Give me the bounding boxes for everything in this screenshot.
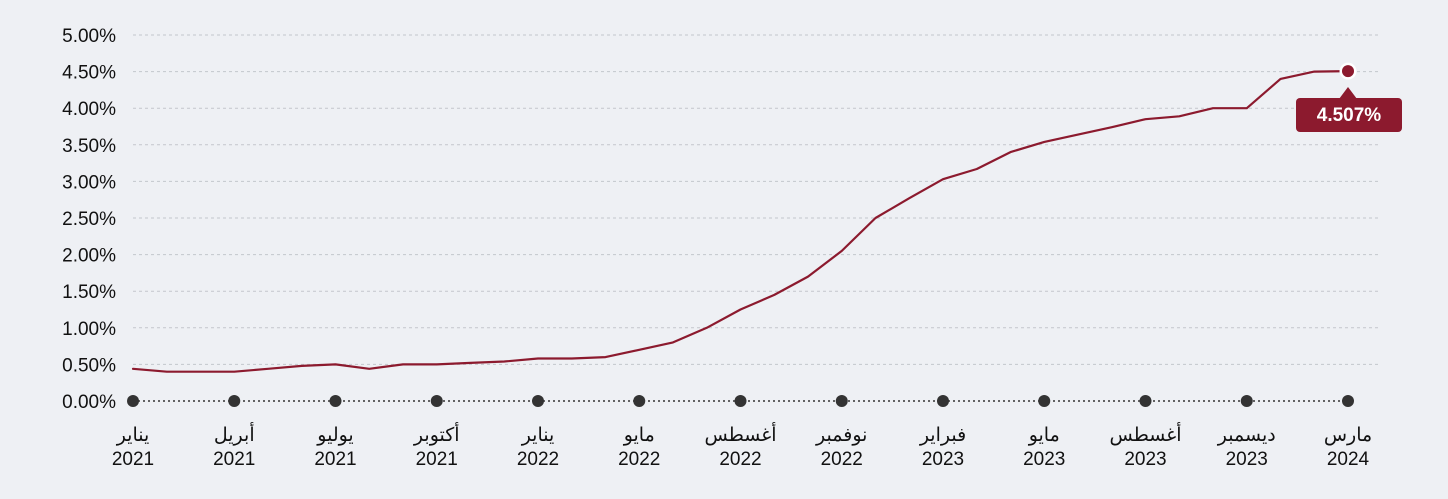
x-tick-month-label: أبريل bbox=[214, 422, 255, 446]
x-tick-year-label: 2023 bbox=[1023, 449, 1065, 470]
x-tick-year-label: 2021 bbox=[112, 449, 154, 470]
x-tick-month-label: ديسمبر bbox=[1217, 425, 1276, 446]
x-tick-month-label: يناير bbox=[521, 425, 555, 446]
x-tick-month-label: فبراير bbox=[919, 425, 966, 446]
x-tick-month-label: نوفمبر bbox=[815, 425, 867, 446]
x-tick-dot bbox=[1038, 395, 1051, 407]
x-tick-dot bbox=[633, 395, 646, 407]
callout-box bbox=[1296, 98, 1402, 132]
x-tick-dot bbox=[1139, 395, 1152, 407]
callout-pointer bbox=[1339, 87, 1357, 99]
x-tick-year-label: 2022 bbox=[618, 449, 660, 470]
x-tick-year-label: 2022 bbox=[517, 449, 559, 470]
x-tick-dot bbox=[532, 395, 544, 407]
x-tick-year-label: 2023 bbox=[1226, 449, 1268, 470]
end-point-marker bbox=[1342, 65, 1354, 78]
x-tick-month-label: أغسطس bbox=[1110, 422, 1182, 446]
x-tick-year-label: 2023 bbox=[922, 449, 964, 470]
y-tick-label: 4.50% bbox=[62, 63, 116, 84]
x-tick-dot bbox=[937, 395, 949, 407]
x-tick-month-label: مارس bbox=[1324, 425, 1372, 446]
series-line bbox=[131, 69, 1350, 373]
callout-value-label: 4.507% bbox=[1317, 105, 1382, 126]
x-tick-dot bbox=[1342, 395, 1354, 407]
x-tick-dot bbox=[127, 395, 139, 407]
y-tick-label: 5.00% bbox=[62, 26, 116, 47]
x-tick-dot bbox=[734, 395, 747, 407]
x-tick-year-label: 2022 bbox=[821, 449, 863, 470]
x-tick-year-label: 2021 bbox=[314, 449, 356, 470]
x-tick-dot bbox=[1240, 395, 1253, 407]
x-tick-dot bbox=[430, 395, 443, 407]
y-tick-label: 1.00% bbox=[62, 319, 116, 340]
x-tick-dot bbox=[329, 395, 342, 407]
x-tick-month-label: مايو bbox=[1028, 425, 1060, 446]
x-tick-month-label: أكتوبر bbox=[413, 422, 460, 446]
y-tick-label: 2.00% bbox=[62, 246, 116, 267]
y-tick-label: 0.00% bbox=[62, 392, 116, 413]
x-tick-year-label: 2022 bbox=[719, 449, 761, 470]
x-tick-dot bbox=[835, 395, 848, 407]
y-tick-label: 0.50% bbox=[62, 355, 116, 376]
y-tick-label: 3.00% bbox=[62, 172, 116, 193]
x-tick-month-label: مايو bbox=[623, 425, 655, 446]
x-tick-year-label: 2021 bbox=[213, 449, 255, 470]
y-tick-label: 2.50% bbox=[62, 209, 116, 230]
y-tick-label: 3.50% bbox=[62, 136, 116, 157]
x-tick-year-label: 2023 bbox=[1124, 449, 1166, 470]
y-tick-label: 4.00% bbox=[62, 99, 116, 120]
x-tick-year-label: 2024 bbox=[1327, 449, 1370, 470]
x-tick-month-label: يناير bbox=[116, 425, 150, 446]
y-tick-label: 1.50% bbox=[62, 282, 116, 303]
x-tick-month-label: أغسطس bbox=[705, 422, 777, 446]
x-tick-month-label: يوليو bbox=[316, 425, 353, 446]
x-tick-year-label: 2021 bbox=[416, 449, 458, 470]
x-tick-dot bbox=[228, 395, 241, 407]
